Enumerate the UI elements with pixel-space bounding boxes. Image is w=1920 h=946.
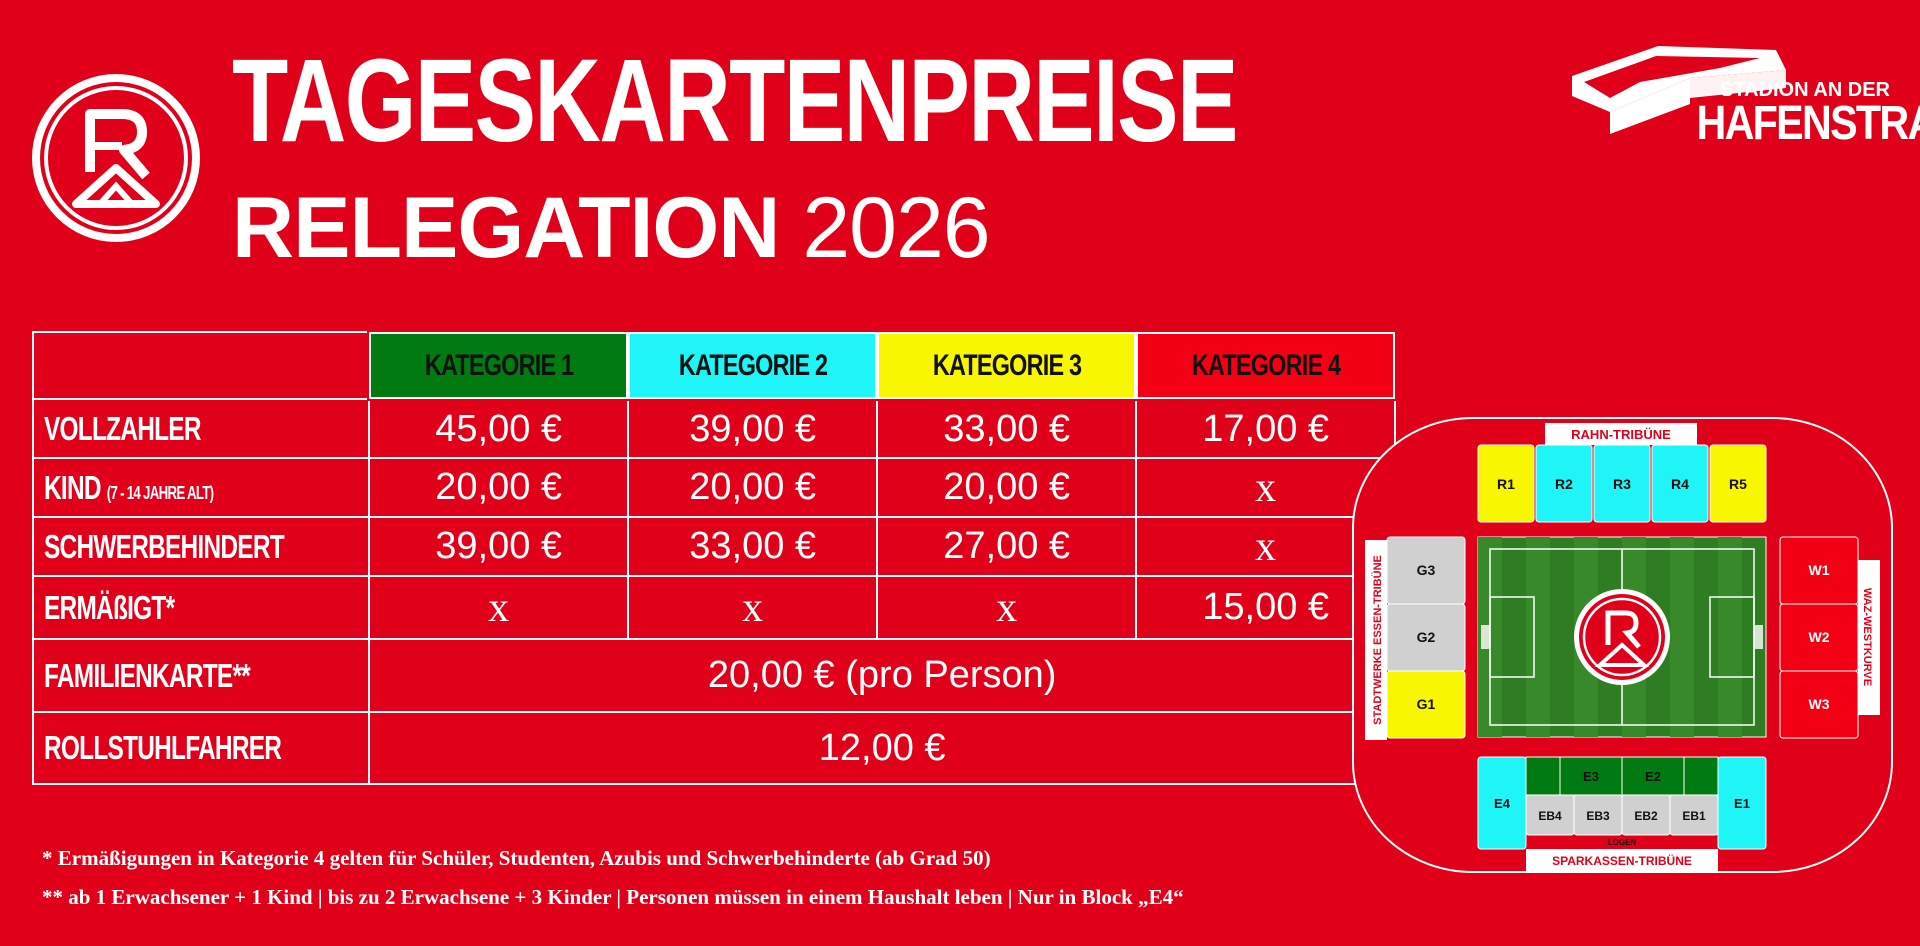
wheelchair-price-cell: 12,00 €	[368, 711, 1397, 785]
south-stand-label: SPARKASSEN-TRIBÜNE	[1552, 853, 1692, 868]
east-stand-label: WAZ-WESTKURVE	[1861, 588, 1873, 686]
table-corner-cell	[31, 331, 371, 400]
row-label: FAMILIENKARTE**	[31, 638, 371, 713]
row-label: ERMÄßIGT*	[31, 575, 371, 640]
price-cell-unavailable: x	[627, 575, 879, 640]
subtitle-year: 2026	[802, 180, 990, 276]
logen-label: LOGEN	[1608, 838, 1637, 847]
table-row: ROLLSTUHLFAHRER 12,00 €	[31, 711, 1397, 785]
column-header-kategorie-3: KATEGORIE 3	[875, 330, 1139, 401]
block-label: E4	[1494, 796, 1511, 811]
price-cell-unavailable: x	[368, 575, 630, 640]
west-stand-label: STADTWERKE ESSEN-TRIBÜNE	[1371, 555, 1384, 725]
block-label: EB3	[1586, 809, 1610, 823]
price-cell: 39,00 €	[627, 398, 879, 459]
east-blocks: W1 W2 W3	[1779, 536, 1859, 739]
block-label: E2	[1645, 769, 1661, 784]
north-stand-label: RAHN-TRIBÜNE	[1571, 427, 1671, 442]
price-cell: 39,00 €	[368, 516, 630, 577]
block-label: W2	[1809, 629, 1830, 645]
page-title: TAGESKARTENPREISE	[232, 35, 1238, 167]
table-row: ERMÄßIGT* x x x 15,00 €	[31, 575, 1397, 640]
price-cell: 20,00 €	[627, 457, 879, 518]
block-label: E1	[1734, 796, 1750, 811]
block-label: G1	[1417, 696, 1436, 712]
price-cell: 33,00 €	[876, 398, 1138, 459]
stadium-name-line1: STADION AN DER	[1720, 79, 1890, 101]
block-label: G3	[1417, 562, 1436, 578]
block-label: R4	[1671, 476, 1689, 492]
row-label: SCHWERBEHINDERT	[31, 516, 371, 577]
price-cell: 17,00 €	[1135, 398, 1397, 459]
column-header-kategorie-1: KATEGORIE 1	[367, 330, 631, 401]
price-cell: 20,00 €	[876, 457, 1138, 518]
pitch	[1477, 536, 1767, 738]
stadium-name: STADION AN DER HAFENSTRAßE	[1665, 79, 1920, 150]
price-cell-unavailable: x	[876, 575, 1138, 640]
table-row: FAMILIENKARTE** 20,00 € (pro Person)	[31, 638, 1397, 713]
price-cell: 33,00 €	[627, 516, 879, 577]
west-blocks: G3 G2 G1	[1386, 536, 1466, 739]
stadium-name-line2: HAFENSTRAßE	[1696, 97, 1920, 150]
north-blocks: R1 R2 R3 R4 R5	[1477, 444, 1767, 523]
west-stand-label-box	[1365, 540, 1387, 740]
table-row: KIND (7 - 14 JAHRE ALT) 20,00 € 20,00 € …	[31, 457, 1397, 518]
page-subtitle: RELEGATION 2026	[232, 185, 991, 271]
block-label: G2	[1417, 629, 1436, 645]
family-price-cell: 20,00 € (pro Person)	[368, 638, 1397, 713]
block-label: R5	[1729, 476, 1747, 492]
block-label: R3	[1613, 476, 1631, 492]
east-stand-label-box	[1858, 560, 1880, 715]
row-label: ROLLSTUHLFAHRER	[31, 711, 371, 785]
block-label: EB2	[1634, 809, 1658, 823]
block-label: EB1	[1682, 809, 1706, 823]
price-cell: 27,00 €	[876, 516, 1138, 577]
footnote-family: ** ab 1 Erwachsener + 1 Kind | bis zu 2 …	[42, 885, 1184, 909]
block-label: R1	[1497, 476, 1515, 492]
table-row: SCHWERBEHINDERT 39,00 € 33,00 € 27,00 € …	[31, 516, 1397, 577]
price-cell: 45,00 €	[368, 398, 630, 459]
price-table: KATEGORIE 1 KATEGORIE 2 KATEGORIE 3 KATE…	[31, 330, 1398, 785]
block-label: E3	[1583, 769, 1599, 784]
block-label: EB4	[1538, 809, 1562, 823]
south-stand-label-box	[1526, 849, 1718, 871]
club-crest-icon	[32, 74, 200, 242]
price-cell-unavailable: x	[1135, 457, 1397, 518]
table-header-row: KATEGORIE 1 KATEGORIE 2 KATEGORIE 3 KATE…	[31, 330, 1398, 401]
block-label: R2	[1555, 476, 1573, 492]
stadium-logo-icon	[1572, 46, 1786, 134]
row-label: KIND (7 - 14 JAHRE ALT)	[31, 457, 371, 518]
row-label: VOLLZAHLER	[31, 398, 371, 459]
column-header-kategorie-4: KATEGORIE 4	[1134, 330, 1398, 401]
price-cell: 20,00 €	[368, 457, 630, 518]
footnote-reduced: * Ermäßigungen in Kategorie 4 gelten für…	[42, 846, 991, 870]
column-header-kategorie-2: KATEGORIE 2	[626, 330, 880, 401]
block-label: W3	[1809, 696, 1830, 712]
subtitle-word: RELEGATION	[232, 180, 780, 276]
table-row: VOLLZAHLER 45,00 € 39,00 € 33,00 € 17,00…	[31, 398, 1397, 459]
stadium-map: RAHN-TRIBÜNE R1 R2 R3 R4 R5 STADTWERKE E…	[1352, 417, 1893, 873]
block-label: W1	[1809, 562, 1830, 578]
south-blocks: E4 E1 E3 E2 EB4 EB3 EB2 EB1 LOGEN	[1477, 756, 1767, 850]
north-stand-label-box	[1545, 423, 1697, 445]
row-label-note: (7 - 14 JAHRE ALT)	[106, 482, 214, 503]
